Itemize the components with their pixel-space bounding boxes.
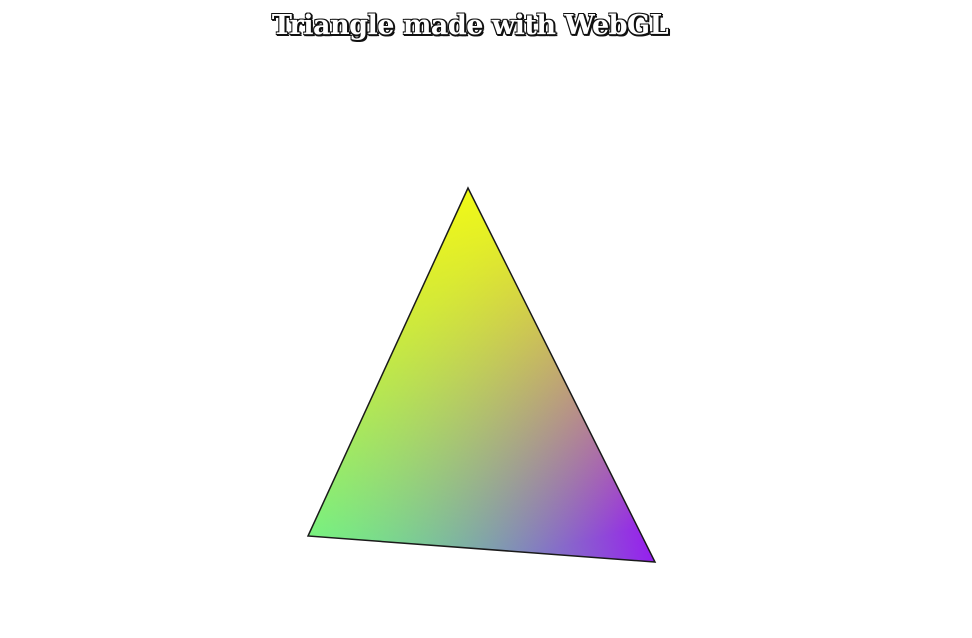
triangle-outline (306, 186, 657, 563)
triangle-top-tint (308, 188, 655, 562)
page-title: Triangle made with WebGL (271, 10, 669, 41)
